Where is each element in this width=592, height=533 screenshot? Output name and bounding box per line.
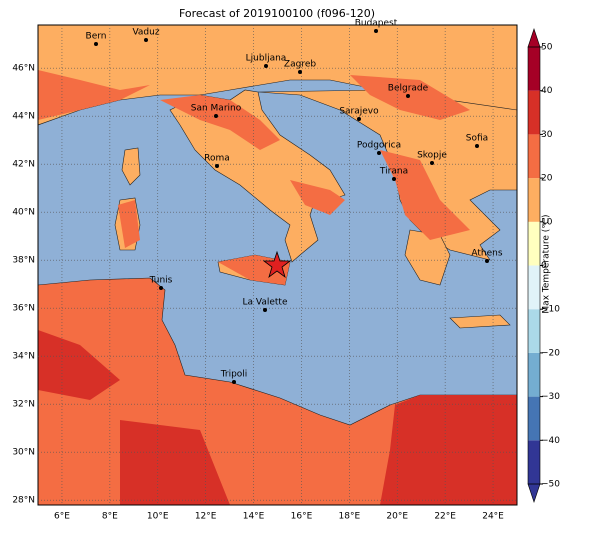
- lat-tick-label: 34°N: [12, 352, 35, 362]
- lat-tick-label: 40°N: [12, 208, 35, 218]
- city-label: La Valette: [243, 298, 288, 308]
- city-dot: [475, 144, 479, 148]
- colorbar-tick-label: 20: [541, 174, 553, 184]
- very-hot-area: [38, 330, 120, 400]
- lon-tick-label: 12°E: [195, 512, 217, 522]
- lon-tick-label: 18°E: [339, 512, 361, 522]
- lat-tick-label: 36°N: [12, 304, 35, 314]
- lon-tick-label: 22°E: [434, 512, 456, 522]
- city-label: Tripoli: [220, 370, 248, 380]
- lon-tick-label: 10°E: [147, 512, 169, 522]
- city-dot: [94, 42, 98, 46]
- city-label: Tunis: [149, 276, 173, 286]
- crete: [449, 314, 511, 329]
- very-hot-area: [380, 395, 517, 505]
- colorbar-tick-label: 0: [541, 261, 547, 271]
- colorbar-bin: [528, 221, 540, 266]
- colorbar-bin: [528, 352, 540, 397]
- italy: [169, 89, 346, 263]
- colorbar-bin: [528, 134, 540, 179]
- colorbar-bin: [528, 396, 540, 441]
- city-label: Roma: [204, 154, 230, 164]
- city-dot: [406, 94, 410, 98]
- city-label: Sofia: [466, 134, 488, 144]
- lat-tick-label: 32°N: [12, 400, 35, 410]
- colorbar-bin: [528, 440, 540, 484]
- hot-area: [290, 180, 345, 215]
- city-dot: [144, 38, 148, 42]
- hot-area: [38, 70, 150, 120]
- lat-tick-label: 30°N: [12, 448, 35, 458]
- city-label: Budapest: [355, 19, 398, 29]
- city-label: Zagreb: [284, 60, 316, 70]
- colorbar-bin: [528, 90, 540, 135]
- city-dot: [298, 70, 302, 74]
- city-label: Athens: [471, 249, 502, 259]
- colorbar-extend: [527, 483, 541, 503]
- lon-tick-label: 16°E: [291, 512, 313, 522]
- city-dot: [159, 286, 163, 290]
- lat-tick-label: 38°N: [12, 256, 35, 266]
- lon-tick-label: 24°E: [482, 512, 504, 522]
- colorbar-bin: [528, 265, 540, 310]
- hot-area: [380, 150, 470, 240]
- colorbar-tick-label: 40: [541, 86, 553, 96]
- colorbar-label: Max Temperature (°C): [542, 214, 552, 313]
- colorbar-tick-label: −30: [541, 392, 560, 402]
- colorbar-tick-label: −10: [541, 305, 560, 315]
- lat-tick-label: 28°N: [12, 496, 35, 506]
- city-dot: [232, 380, 236, 384]
- city-dot: [215, 164, 219, 168]
- lat-tick-label: 46°N: [12, 64, 35, 74]
- hot-area: [160, 95, 280, 150]
- city-dot: [485, 259, 489, 263]
- colorbar-tick-label: 50: [541, 43, 553, 53]
- city-dot: [263, 308, 267, 312]
- city-dot: [264, 64, 268, 68]
- city-dot: [392, 177, 396, 181]
- city-dot: [374, 29, 378, 33]
- city-label: Tirana: [379, 167, 408, 177]
- colorbar-bin: [528, 178, 540, 222]
- city-dot: [357, 117, 361, 121]
- lon-tick-label: 8°E: [102, 512, 118, 522]
- city-label: Bern: [86, 32, 107, 42]
- city-label: Sarajevo: [339, 107, 379, 117]
- map-title: Forecast of 2019100100 (f096-120): [179, 7, 375, 20]
- lon-tick-label: 6°E: [54, 512, 70, 522]
- lon-tick-label: 14°E: [243, 512, 265, 522]
- corsica: [121, 147, 141, 186]
- city-label: Ljubljana: [246, 54, 287, 64]
- city-label: San Marino: [191, 104, 242, 114]
- lat-tick-label: 42°N: [12, 160, 35, 170]
- colorbar-bin: [528, 47, 540, 91]
- lat-tick-label: 44°N: [12, 112, 35, 122]
- city-label: Vaduz: [132, 28, 159, 38]
- marker-star: [262, 250, 292, 279]
- hot-area: [350, 75, 470, 120]
- map-frame: [37, 24, 518, 506]
- city-dot: [377, 151, 381, 155]
- colorbar-tick-label: 10: [541, 217, 553, 227]
- city-label: Skopje: [417, 151, 447, 161]
- colorbar-tick-label: −40: [541, 436, 560, 446]
- city-dot: [430, 161, 434, 165]
- city-label: Podgorica: [357, 141, 401, 151]
- very-hot-area: [120, 420, 230, 505]
- colorbar-extend: [527, 28, 541, 48]
- city-dot: [214, 114, 218, 118]
- city-label: Belgrade: [388, 84, 429, 94]
- colorbar-tick-label: −20: [541, 348, 560, 358]
- colorbar-bin: [528, 309, 540, 353]
- lon-tick-label: 20°E: [386, 512, 408, 522]
- colorbar-tick-label: 30: [541, 130, 553, 140]
- colorbar-tick-label: −50: [541, 480, 560, 490]
